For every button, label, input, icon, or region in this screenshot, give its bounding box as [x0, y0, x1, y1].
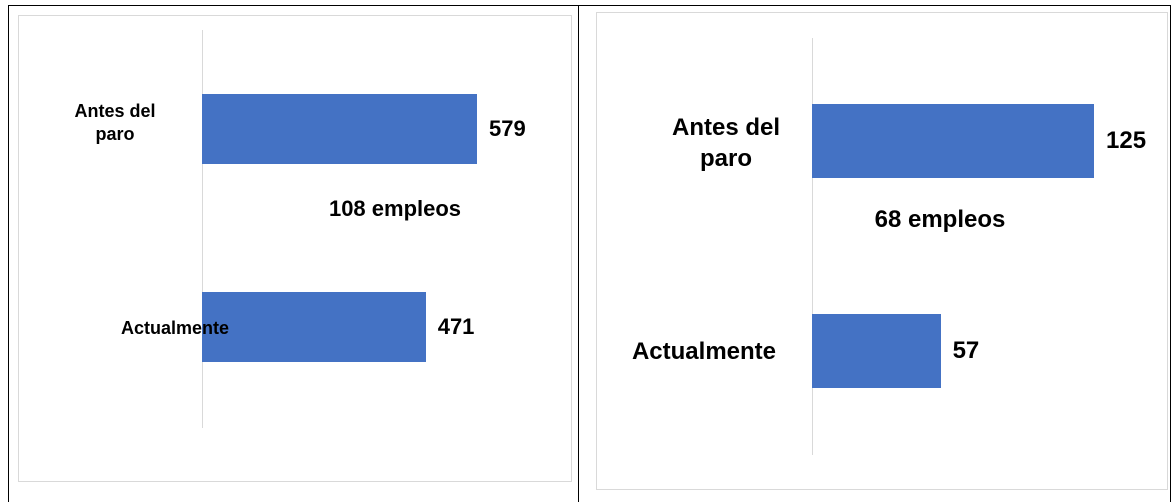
bar — [812, 314, 941, 388]
bar — [812, 104, 1094, 178]
value-label: 579 — [489, 115, 526, 141]
chart-panel — [596, 12, 1168, 490]
value-label: 471 — [437, 313, 475, 339]
category-label: Actualmente — [120, 318, 230, 338]
frame-mid — [578, 5, 579, 502]
axis-line — [812, 38, 813, 455]
value-label: 57 — [952, 336, 980, 364]
category-label: Actualmente — [631, 338, 777, 365]
axis-line — [202, 30, 203, 428]
chart-panel — [18, 15, 572, 482]
bar — [202, 94, 477, 164]
value-label: 125 — [1106, 126, 1147, 154]
annotation: 108 empleos — [328, 196, 462, 221]
frame-left — [8, 5, 9, 502]
bar — [202, 292, 426, 362]
category-label: Antes del paro — [671, 114, 781, 173]
category-label: Antes del paro — [74, 101, 156, 145]
frame-right — [1170, 5, 1171, 502]
annotation: 68 empleos — [874, 206, 1006, 233]
frame-top — [8, 5, 1170, 6]
